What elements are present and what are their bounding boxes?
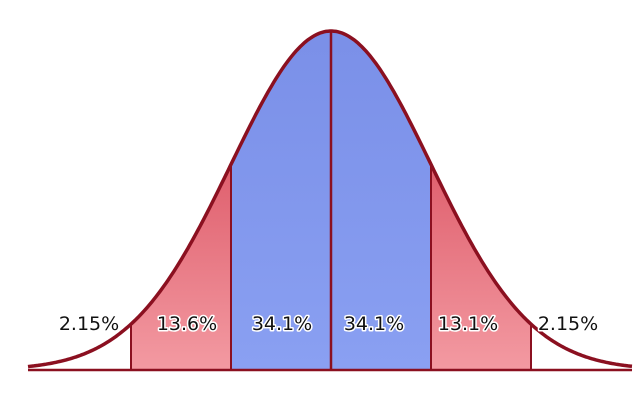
region-6	[531, 324, 632, 370]
region-label-3: 34.1%	[252, 313, 312, 335]
region-1	[28, 324, 131, 370]
region-label-5: 13.1%	[438, 313, 498, 335]
region-label-6: 2.15%	[538, 313, 598, 335]
bell-curve-outline	[27, 29, 633, 369]
dividers-layer	[130, 31, 532, 370]
region-label-2: 13.6%	[157, 313, 217, 335]
region-label-1: 2.15%	[59, 313, 119, 335]
region-label-4: 34.1%	[344, 313, 404, 335]
labels-layer: 2.15% 13.6% 34.1% 34.1% 13.1% 2.15%	[57, 312, 599, 337]
